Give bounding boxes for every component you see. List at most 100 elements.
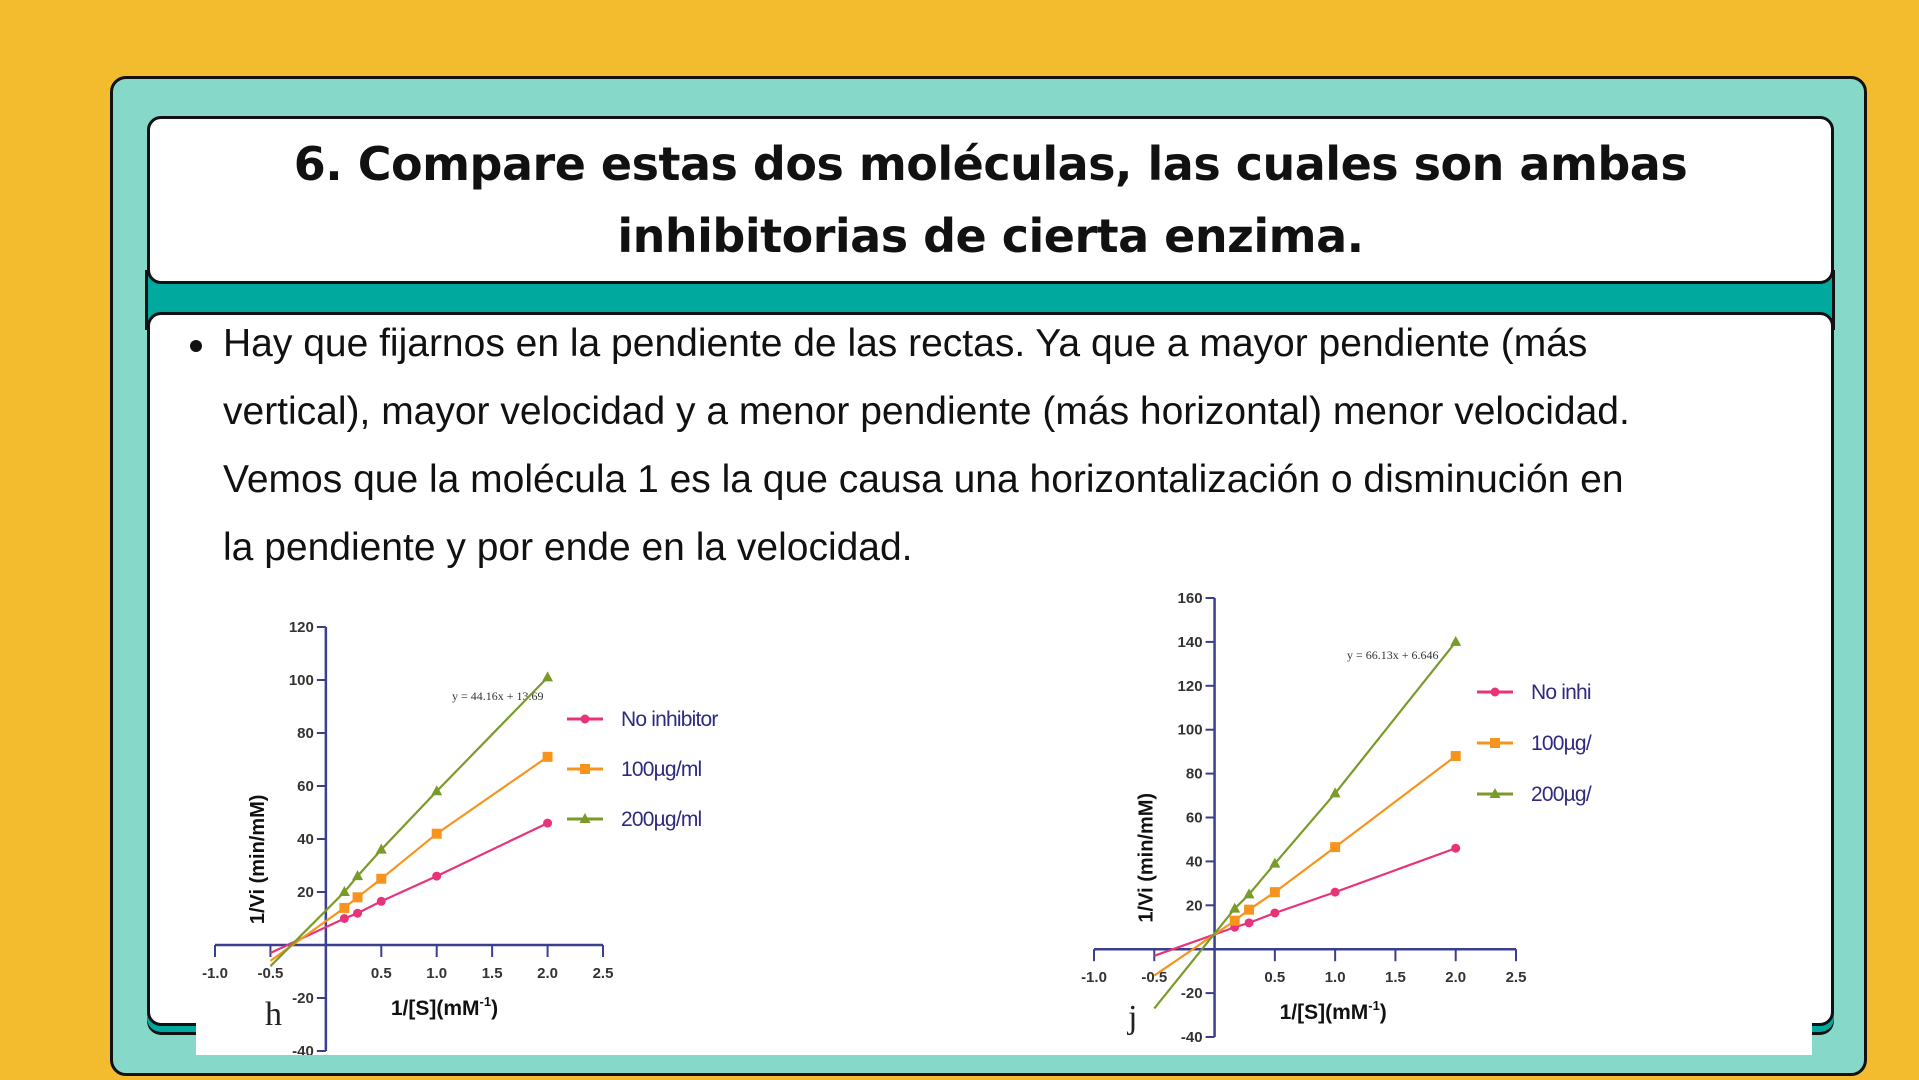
legend-marker-triangle: [1489, 788, 1501, 798]
legend-label: 100µg/ml: [621, 758, 702, 781]
data-point-triangle: [1329, 787, 1341, 798]
data-point-circle: [432, 871, 442, 881]
x-axis-label-end: ): [1380, 1001, 1387, 1024]
y-tick-label: -20: [1181, 985, 1203, 1002]
y-tick-label: 120: [1178, 678, 1203, 695]
data-point-square: [1269, 887, 1280, 898]
title-box: 6. Compare estas dos moléculas, las cual…: [147, 116, 1834, 284]
data-point-square: [339, 902, 350, 913]
y-tick-label: -20: [292, 990, 314, 1007]
data-point-triangle: [1229, 902, 1241, 913]
series-line-1: [1153, 755, 1457, 977]
legend-label: 200µg/: [1531, 783, 1592, 806]
data-point-square: [1244, 904, 1255, 915]
legend-label: 200µg/ml: [621, 808, 702, 831]
bullet-text-line-3: Vemos que la molécula 1 es la que causa …: [223, 458, 1624, 501]
y-tick-label: 160: [1178, 590, 1203, 607]
x-tick-label: 2.0: [1445, 969, 1466, 986]
x-tick-label: 0.5: [371, 965, 392, 982]
data-point-square: [1450, 751, 1461, 762]
y-tick-label: 100: [289, 672, 314, 689]
x-tick-label: 1.5: [482, 965, 503, 982]
data-point-triangle: [1269, 857, 1281, 868]
x-tick-label: 0.5: [1264, 969, 1285, 986]
legend-marker-circle: [1490, 687, 1500, 697]
y-tick-label: 80: [297, 725, 314, 742]
y-tick-label: 100: [1178, 722, 1203, 739]
chart-image-area: [196, 590, 1812, 1055]
slide-title-line-2: inhibitorias de cierta enzima.: [617, 209, 1364, 263]
y-tick-label: 140: [1178, 634, 1203, 651]
legend-marker-square: [1490, 738, 1500, 748]
x-tick-label: -0.5: [1141, 969, 1167, 986]
legend-label: No inhi: [1531, 681, 1591, 704]
series-line-1: [269, 755, 549, 962]
legend-marker-circle: [580, 714, 590, 724]
y-axis-label: 1/Vi (min/mM): [1136, 793, 1158, 923]
data-point-square: [376, 873, 387, 884]
y-tick-label: 80: [1186, 766, 1203, 783]
equation-annotation: y = 44.16x + 13.69: [452, 689, 544, 703]
bullet-text-line-4: la pendiente y por ende en la velocidad.: [223, 526, 913, 569]
x-tick-label: 2.0: [537, 965, 558, 982]
legend-label: No inhibitor: [621, 708, 718, 731]
series-line-2: [269, 676, 549, 967]
y-tick-label: 60: [297, 778, 314, 795]
x-axis-label-end: ): [491, 997, 498, 1020]
legend-marker-triangle: [579, 813, 591, 823]
x-tick-label: -1.0: [202, 965, 228, 982]
panel-label: j: [1127, 999, 1137, 1036]
data-point-circle: [1330, 887, 1340, 897]
y-tick-label: 120: [289, 619, 314, 636]
data-point-triangle: [1243, 888, 1255, 899]
chart-h: -1.0 -0.5 0.5 1.0 1.5 2.0 2.5 120 100 80 60 40 20 -20…: [202, 619, 719, 1060]
data-point-triangle: [542, 671, 554, 682]
data-point-circle: [353, 908, 363, 918]
y-axis-label: 1/Vi (min/mM): [247, 795, 269, 925]
x-axis-label-sup: -1: [480, 994, 492, 1009]
data-point-triangle: [352, 870, 364, 881]
x-tick-label: -0.5: [257, 965, 283, 982]
data-point-triangle: [1450, 635, 1462, 646]
x-tick-label: 1.0: [426, 965, 447, 982]
x-tick-label: -1.0: [1081, 969, 1107, 986]
y-tick-label: 60: [1186, 810, 1203, 827]
x-tick-label: 2.5: [593, 965, 614, 982]
data-point-square: [542, 751, 553, 762]
legend-label: 100µg/: [1531, 732, 1592, 755]
x-tick-label: 1.0: [1325, 969, 1346, 986]
data-point-square: [431, 828, 442, 839]
x-axis-label-sup: -1: [1368, 998, 1380, 1013]
x-axis-label: 1/[S](mM-1): [391, 994, 498, 1020]
data-point-circle: [376, 896, 386, 906]
bullet-text-line-1: Hay que fijarnos en la pendiente de las …: [223, 322, 1588, 365]
y-tick-label: -40: [292, 1043, 314, 1060]
equation-annotation: y = 66.13x + 6.646: [1347, 648, 1439, 662]
y-tick-label: 40: [297, 831, 314, 848]
x-tick-label: 1.5: [1385, 969, 1406, 986]
x-tick-label: 2.5: [1506, 969, 1527, 986]
series-line-0: [1153, 847, 1457, 957]
data-point-triangle: [338, 886, 350, 896]
data-point-square: [1229, 915, 1240, 926]
x-axis-label: 1/[S](mM-1): [1280, 998, 1387, 1024]
y-tick-label: 20: [297, 884, 314, 901]
series-line-0: [269, 822, 549, 954]
data-point-square: [1330, 842, 1341, 853]
y-tick-label: 40: [1186, 853, 1203, 870]
bullet-text-line-2: vertical), mayor velocidad y a menor pen…: [223, 390, 1630, 433]
y-tick-label: 20: [1186, 897, 1203, 914]
chart-j: -1.0 -0.5 0.5 1.0 1.5 2.0 2.5 160 140 120 100 80 60 4…: [1081, 590, 1593, 1046]
y-tick-label: -40: [1181, 1029, 1203, 1046]
slide-title-line-1: 6. Compare estas dos moléculas, las cual…: [293, 137, 1688, 191]
data-point-circle: [543, 818, 553, 828]
x-axis-label-main: 1/[S](mM: [1280, 1001, 1369, 1024]
series-line-2: [1153, 641, 1457, 1010]
data-point-circle: [1451, 843, 1461, 853]
x-axis-label-main: 1/[S](mM: [391, 997, 480, 1020]
data-point-circle: [1244, 918, 1254, 928]
data-point-circle: [1270, 908, 1280, 918]
panel-label: h: [265, 996, 282, 1033]
data-point-circle: [339, 914, 349, 923]
